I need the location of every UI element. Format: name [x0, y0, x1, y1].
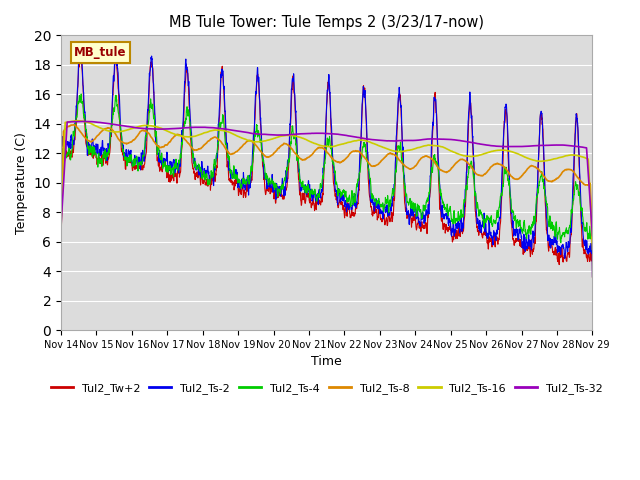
- Tul2_Ts-4: [354, 179, 362, 184]
- Tul2_Tw+2: [354, 201, 362, 207]
- Tul2_Tw+2: [77, 49, 85, 55]
- Tul2_Ts-4: [589, 248, 596, 253]
- Tul2_Ts-32: [79, 119, 86, 124]
- Tul2_Ts-8: [205, 138, 213, 144]
- Tul2_Ts-4: [57, 238, 65, 243]
- Tul2_Ts-8: [557, 172, 564, 178]
- Tul2_Tw+2: [557, 252, 564, 258]
- Tul2_Ts-2: [542, 193, 550, 199]
- Line: Tul2_Ts-2: Tul2_Ts-2: [61, 46, 593, 276]
- Tul2_Ts-32: [205, 125, 213, 131]
- Tul2_Ts-8: [542, 176, 550, 181]
- Tul2_Ts-16: [354, 138, 362, 144]
- Tul2_Ts-8: [70, 121, 78, 127]
- Text: MB_tule: MB_tule: [74, 46, 127, 59]
- Tul2_Ts-4: [542, 194, 550, 200]
- Line: Tul2_Ts-8: Tul2_Ts-8: [61, 124, 593, 249]
- Tul2_Ts-2: [589, 274, 596, 279]
- Tul2_Ts-8: [589, 246, 596, 252]
- Tul2_Ts-2: [57, 206, 65, 212]
- Tul2_Ts-16: [57, 221, 65, 227]
- Y-axis label: Temperature (C): Temperature (C): [15, 132, 28, 234]
- Line: Tul2_Ts-32: Tul2_Ts-32: [61, 121, 593, 236]
- Line: Tul2_Ts-16: Tul2_Ts-16: [61, 120, 593, 243]
- Tul2_Ts-8: [481, 171, 489, 177]
- X-axis label: Time: Time: [311, 355, 342, 369]
- Tul2_Ts-32: [57, 223, 65, 229]
- Tul2_Ts-4: [481, 217, 489, 223]
- Tul2_Ts-2: [342, 203, 350, 209]
- Tul2_Ts-32: [342, 132, 350, 138]
- Line: Tul2_Ts-4: Tul2_Ts-4: [61, 94, 593, 251]
- Tul2_Ts-32: [589, 233, 596, 239]
- Tul2_Ts-2: [205, 176, 213, 182]
- Tul2_Tw+2: [57, 209, 65, 215]
- Tul2_Tw+2: [481, 230, 489, 236]
- Tul2_Ts-4: [77, 91, 85, 97]
- Line: Tul2_Tw+2: Tul2_Tw+2: [61, 52, 593, 277]
- Tul2_Ts-2: [77, 43, 84, 48]
- Tul2_Ts-8: [342, 156, 350, 161]
- Tul2_Ts-2: [481, 227, 489, 233]
- Tul2_Ts-32: [557, 142, 564, 148]
- Tul2_Tw+2: [205, 175, 213, 180]
- Tul2_Ts-8: [354, 148, 362, 154]
- Tul2_Ts-16: [557, 155, 564, 160]
- Tul2_Ts-16: [342, 140, 350, 146]
- Tul2_Ts-2: [557, 248, 564, 254]
- Tul2_Ts-8: [57, 228, 65, 234]
- Tul2_Tw+2: [589, 275, 596, 280]
- Tul2_Ts-32: [354, 134, 362, 140]
- Tul2_Ts-4: [557, 238, 564, 244]
- Tul2_Ts-16: [542, 158, 550, 164]
- Tul2_Tw+2: [542, 206, 550, 212]
- Tul2_Ts-16: [589, 240, 596, 246]
- Tul2_Ts-16: [481, 151, 489, 156]
- Legend: Tul2_Tw+2, Tul2_Ts-2, Tul2_Ts-4, Tul2_Ts-8, Tul2_Ts-16, Tul2_Ts-32: Tul2_Tw+2, Tul2_Ts-2, Tul2_Ts-4, Tul2_Ts…: [46, 379, 607, 398]
- Tul2_Ts-2: [354, 192, 362, 198]
- Tul2_Ts-4: [205, 178, 213, 183]
- Tul2_Ts-4: [342, 191, 350, 196]
- Title: MB Tule Tower: Tule Temps 2 (3/23/17-now): MB Tule Tower: Tule Temps 2 (3/23/17-now…: [169, 15, 484, 30]
- Tul2_Ts-32: [542, 143, 550, 148]
- Tul2_Ts-16: [205, 128, 213, 134]
- Tul2_Tw+2: [342, 204, 350, 209]
- Tul2_Ts-16: [74, 118, 82, 123]
- Tul2_Ts-32: [481, 142, 489, 148]
